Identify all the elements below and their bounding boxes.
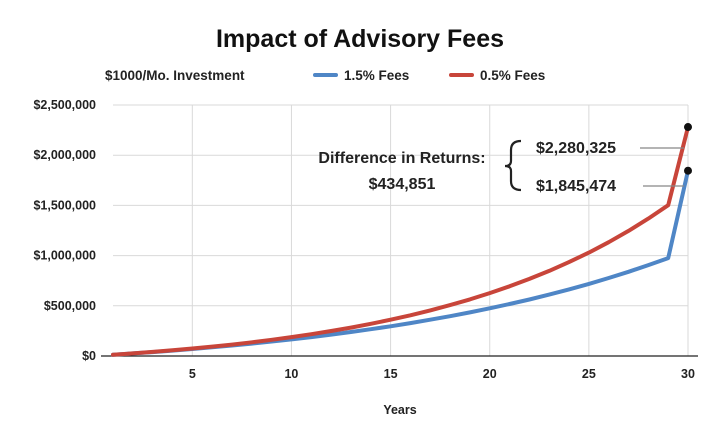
x-tick-label: 15 bbox=[384, 367, 398, 381]
grid bbox=[113, 104, 689, 356]
series-lines bbox=[111, 123, 692, 357]
x-axis-ticks: 5 10 15 20 25 30 bbox=[189, 367, 695, 381]
y-tick-label: $2,500,000 bbox=[33, 98, 96, 112]
x-tick-label: 25 bbox=[582, 367, 596, 381]
y-tick-label: $2,000,000 bbox=[33, 148, 96, 162]
series-line-1 bbox=[111, 125, 690, 357]
x-tick-label: 30 bbox=[681, 367, 695, 381]
legend: 1.5% Fees 0.5% Fees bbox=[313, 68, 545, 83]
y-tick-label: $500,000 bbox=[44, 299, 96, 313]
bottom-value-label: $1,845,474 bbox=[536, 178, 616, 195]
difference-bracket bbox=[504, 139, 522, 192]
y-tick-label: $1,000,000 bbox=[33, 249, 96, 263]
y-tick-label: $1,500,000 bbox=[33, 198, 96, 212]
y-axis-ticks: $0 $500,000 $1,000,000 $1,500,000 $2,000,000… bbox=[33, 98, 96, 363]
chart-title: Impact of Advisory Fees bbox=[216, 25, 504, 53]
x-tick-label: 5 bbox=[189, 367, 196, 381]
x-tick-label: 20 bbox=[483, 367, 497, 381]
y-tick-label: $0 bbox=[82, 349, 96, 363]
series-endpoint-0 bbox=[684, 166, 692, 175]
x-tick-label: 10 bbox=[284, 367, 298, 381]
top-value-label: $2,280,325 bbox=[536, 140, 616, 157]
x-axis-label: Years bbox=[383, 403, 416, 417]
legend-label-series-1: 0.5% Fees bbox=[480, 68, 545, 83]
legend-label-series-0: 1.5% Fees bbox=[344, 68, 409, 83]
difference-value: $434,851 bbox=[369, 176, 436, 193]
chart-subtitle: $1000/Mo. Investment bbox=[105, 68, 245, 83]
series-line-0 bbox=[111, 168, 690, 357]
difference-annotation: Difference in Returns: $434,851 $2,280,3… bbox=[318, 139, 684, 195]
difference-label: Difference in Returns: bbox=[318, 150, 485, 167]
series-endpoint-1 bbox=[684, 123, 692, 132]
